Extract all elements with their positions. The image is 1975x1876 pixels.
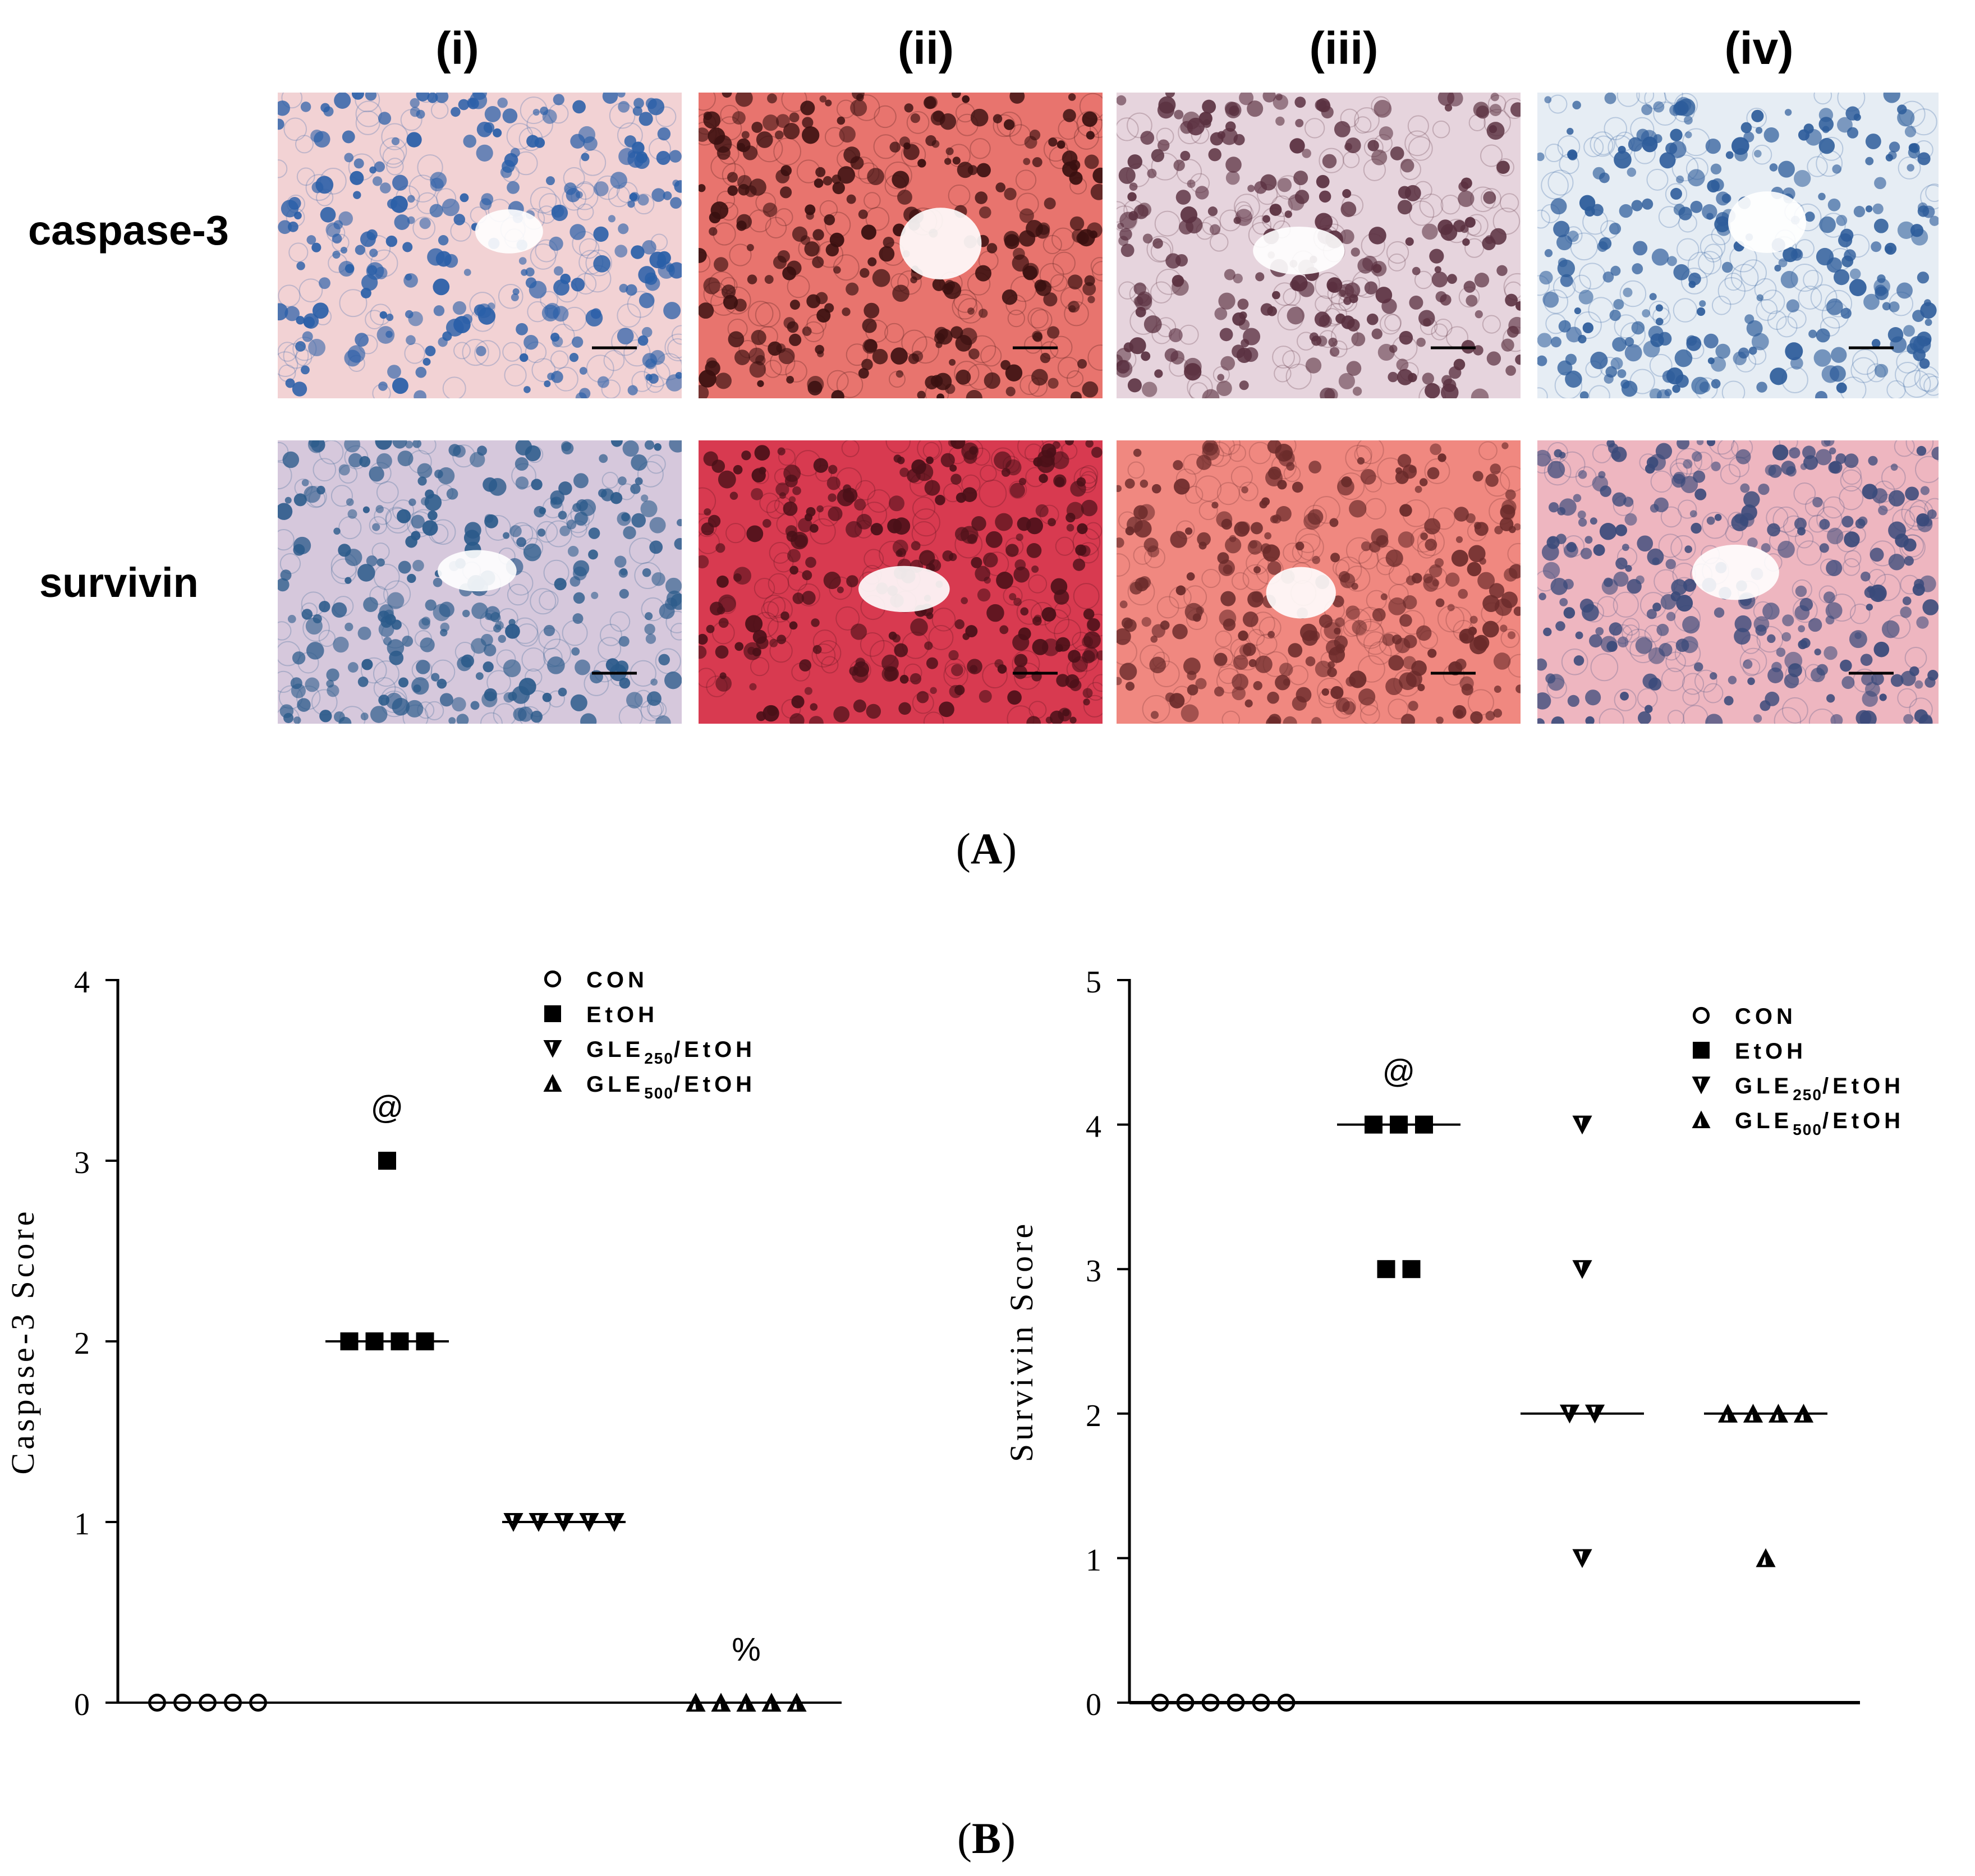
micrograph-caspase-3-1 [278,93,682,398]
column-label-ii: (ii) [897,23,954,74]
data-point [1402,1260,1421,1279]
legend-label: CON [586,968,648,992]
legend-marker [543,1040,562,1058]
panel-label-a: (A) [956,824,1017,873]
micrograph-survivin-3 [1117,440,1521,724]
y-tick-label: 0 [1086,1688,1101,1722]
y-axis-label: Caspase-3 Score [4,1208,41,1475]
legend-label: GLE500/EtOH [586,1072,756,1102]
micrograph-survivin-2 [699,440,1103,724]
panel-a-letter: A [970,824,1003,873]
legend-label: EtOH [1735,1039,1807,1064]
caspase-3-score-chart: 0 1 2 3 4 Caspase-3 Score @% CON EtOH GLE250/EtOH… [4,965,842,1722]
y-tick-label: 2 [1086,1399,1101,1433]
data-point [1377,1260,1395,1279]
y-tick-label: 5 [1086,965,1101,1000]
panel-b-letter: B [971,1814,1002,1863]
data-point [378,1152,396,1170]
significance-annotation: @ [371,1089,404,1126]
y-tick-label: 1 [74,1507,90,1542]
legend: CON EtOH GLE250/EtOH GLE500/EtOH [1692,1004,1904,1138]
legend-marker [1692,1077,1711,1095]
y-tick-label: 2 [74,1326,90,1361]
legend-label: GLE500/EtOH [1735,1109,1904,1138]
y-tick-label: 4 [1086,1110,1101,1144]
legend-marker [1692,1006,1710,1024]
legend-marker [1693,1042,1710,1059]
panel-label-b: (B) [957,1814,1016,1863]
data-point [1572,1260,1592,1279]
data-point [1756,1548,1776,1567]
y-axis-label: Survivin Score [1003,1221,1040,1462]
row-label-survivin: survivin [39,559,199,606]
micrograph-survivin-4 [1537,440,1939,724]
survivin-score-chart: 0 1 2 3 4 5 Survivin Score @ CON EtOH GLE250/EtOH G… [1003,965,1904,1722]
micrograph-survivin-1 [278,440,682,724]
legend-marker [544,970,562,988]
y-tick-label: 1 [1086,1543,1101,1578]
legend-marker [544,1005,561,1022]
legend-marker [1692,1110,1711,1128]
legend-label: CON [1735,1004,1797,1029]
micrograph-caspase-3-3 [1117,93,1521,398]
row-label-caspase-3: caspase-3 [28,207,229,254]
column-label-iv: (iv) [1724,23,1794,74]
legend-label: GLE250/EtOH [1735,1074,1904,1103]
significance-annotation: @ [1382,1054,1416,1090]
column-label-i: (i) [435,23,479,74]
significance-annotation: % [732,1631,761,1668]
y-tick-label: 3 [74,1146,90,1180]
data-point [1572,1549,1592,1568]
group-EtOH [340,1152,434,1350]
data-point [1572,1115,1592,1135]
column-label-iii: (iii) [1309,23,1379,74]
micrograph-caspase-3-2 [699,93,1103,398]
group-GLE500/EtOH [1717,1404,1814,1567]
group-EtOH [1365,1115,1433,1279]
legend-label: EtOH [586,1003,658,1027]
legend-marker [543,1074,562,1092]
legend-label: GLE250/EtOH [586,1037,756,1067]
y-tick-label: 3 [1086,1254,1101,1289]
y-tick-label: 0 [74,1688,90,1722]
micrograph-caspase-3-4 [1537,93,1939,398]
y-tick-label: 4 [74,965,90,1000]
group-GLE250/EtOH [1559,1115,1605,1568]
legend: CON EtOH GLE250/EtOH GLE500/EtOH [543,968,756,1102]
